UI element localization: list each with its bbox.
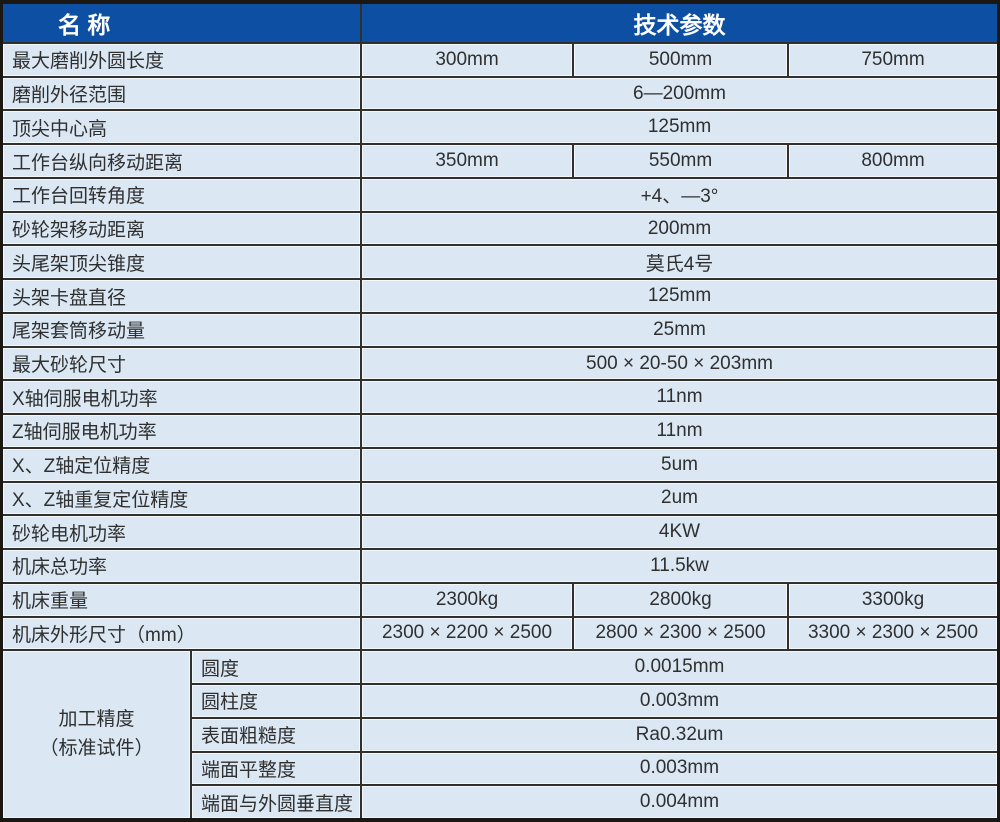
spec-row-label: 机床外形尺寸（mm） [3,617,360,650]
spec-value: 11nm [362,381,997,414]
header-params: 技术参数 [362,4,997,42]
spec-row-label: 机床总功率 [3,550,360,582]
spec-value: 莫氏4号 [362,246,997,279]
group-label-line: 加工精度 [58,709,135,731]
spec-value: 550mm [574,145,787,177]
group-sub-label: 端面与外圆垂直度 [192,786,360,818]
group-label-line: （标准试件） [39,737,154,759]
spec-table: 名 称 技术参数 最大磨削外圆长度 300mm 500mm 750mm 磨削外径范围 6—… [3,4,997,818]
spec-value: 2300kg [362,583,572,616]
spec-value: 25mm [362,313,997,346]
spec-value: 125mm [362,111,997,144]
spec-value: 200mm [362,212,997,245]
header-name: 名 称 [3,4,360,42]
spec-row-label: X、Z轴定位精度 [3,448,360,481]
spec-value: 2300 × 2200 × 2500 [362,617,572,650]
spec-value: Ra0.32um [362,718,997,751]
group-sub-label: 表面粗糙度 [192,718,360,751]
group-label: 加工精度 （标准试件） [3,651,190,818]
spec-value: 0.003mm [362,752,997,785]
spec-value: 3300kg [789,583,997,616]
spec-row-label: 顶尖中心高 [3,111,360,144]
spec-row-label: Z轴伺服电机功率 [3,415,360,447]
spec-value: 0.003mm [362,685,997,717]
spec-value: 2um [362,482,997,515]
spec-value: 500 × 20-50 × 203mm [362,347,997,380]
spec-row-label: 头架卡盘直径 [3,280,360,312]
spec-value: 6—200mm [362,77,997,110]
group-sub-label: 端面平整度 [192,752,360,785]
spec-row-label: 尾架套筒移动量 [3,313,360,346]
spec-value: 2800 × 2300 × 2500 [574,617,787,650]
spec-value: 5um [362,448,997,481]
spec-value: 300mm [362,44,572,76]
spec-value: 4KW [362,516,997,549]
spec-row-label: X、Z轴重复定位精度 [3,482,360,515]
spec-row-label: 砂轮架移动距离 [3,212,360,245]
spec-row-label: X轴伺服电机功率 [3,381,360,414]
group-sub-label: 圆柱度 [192,685,360,717]
spec-row-label: 工作台回转角度 [3,178,360,211]
spec-value: 2800kg [574,583,787,616]
spec-row-label: 工作台纵向移动距离 [3,145,360,177]
spec-row-label: 头尾架顶尖锥度 [3,246,360,279]
spec-row-label: 砂轮电机功率 [3,516,360,549]
spec-value: 125mm [362,280,997,312]
spec-value: 800mm [789,145,997,177]
spec-value: 0.0015mm [362,651,997,684]
spec-row-label: 机床重量 [3,583,360,616]
spec-row-label: 磨削外径范围 [3,77,360,110]
spec-value: 3300 × 2300 × 2500 [789,617,997,650]
spec-value: +4、—3° [362,178,997,211]
spec-value: 750mm [789,44,997,76]
spec-value: 0.004mm [362,786,997,818]
spec-value: 11nm [362,415,997,447]
spec-value: 500mm [574,44,787,76]
spec-row-label: 最大磨削外圆长度 [3,44,360,76]
group-sub-label: 圆度 [192,651,360,684]
spec-value: 350mm [362,145,572,177]
spec-row-label: 最大砂轮尺寸 [3,347,360,380]
spec-value: 11.5kw [362,550,997,582]
